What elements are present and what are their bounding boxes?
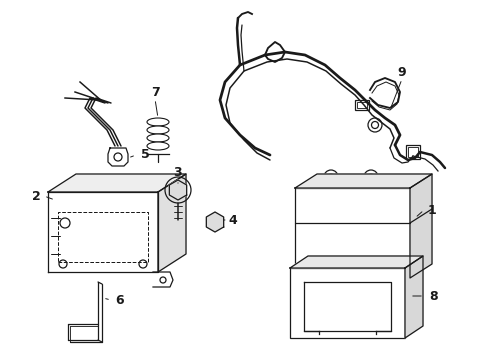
Text: 4: 4 [228, 213, 237, 226]
Ellipse shape [147, 118, 169, 126]
Text: 2: 2 [32, 189, 41, 202]
Text: 8: 8 [429, 289, 437, 302]
Bar [294, 188, 409, 278]
Polygon shape [404, 256, 422, 338]
Polygon shape [158, 174, 185, 272]
Circle shape [173, 185, 183, 195]
Polygon shape [409, 174, 431, 278]
Polygon shape [169, 180, 186, 200]
Text: 6: 6 [116, 293, 124, 306]
Text: 9: 9 [397, 66, 406, 78]
Text: 3: 3 [173, 166, 182, 180]
Ellipse shape [147, 142, 169, 150]
Ellipse shape [147, 134, 169, 142]
Circle shape [213, 220, 217, 224]
Polygon shape [48, 174, 185, 192]
Bar [407, 147, 417, 157]
Ellipse shape [147, 126, 169, 134]
Bar [289, 268, 404, 338]
Polygon shape [289, 256, 422, 268]
Bar [354, 100, 368, 110]
Text: 1: 1 [427, 203, 435, 216]
Text: 5: 5 [141, 148, 149, 162]
Bar [405, 145, 419, 159]
Circle shape [327, 174, 333, 180]
Polygon shape [206, 212, 223, 232]
Text: 7: 7 [150, 85, 159, 99]
Bar [356, 102, 366, 108]
Circle shape [367, 174, 373, 180]
Polygon shape [294, 174, 431, 188]
